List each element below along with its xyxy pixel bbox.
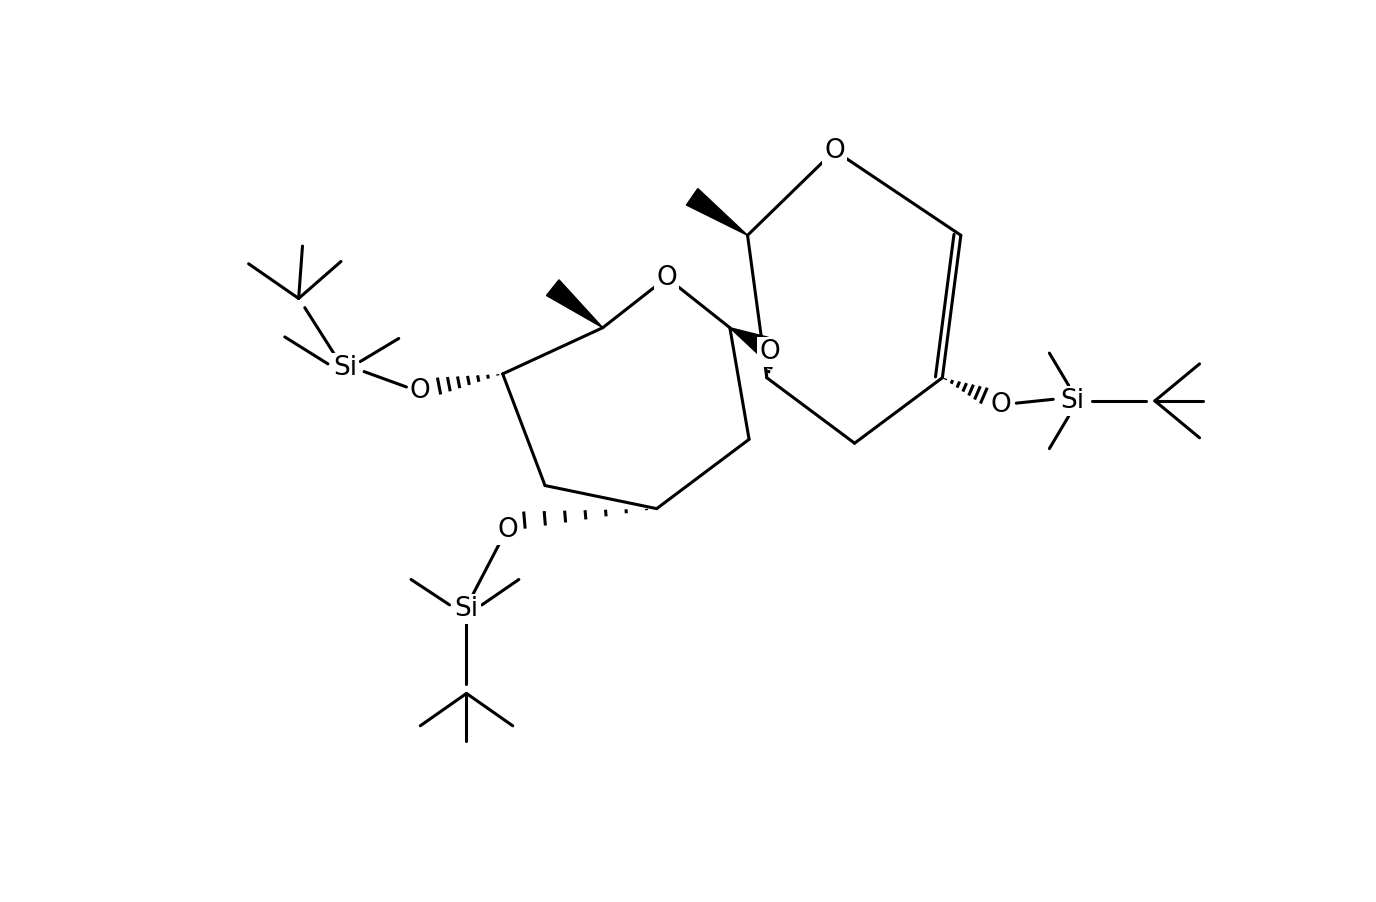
Text: O: O [991, 391, 1011, 418]
Text: O: O [824, 138, 845, 163]
Text: O: O [656, 264, 677, 290]
Text: O: O [498, 517, 519, 543]
Text: Si: Si [454, 595, 479, 621]
Text: O: O [760, 339, 780, 365]
Text: Si: Si [333, 354, 356, 381]
Text: O: O [410, 378, 431, 404]
Text: Si: Si [1061, 388, 1084, 414]
Polygon shape [546, 280, 603, 327]
Polygon shape [687, 189, 747, 235]
Polygon shape [729, 327, 769, 355]
